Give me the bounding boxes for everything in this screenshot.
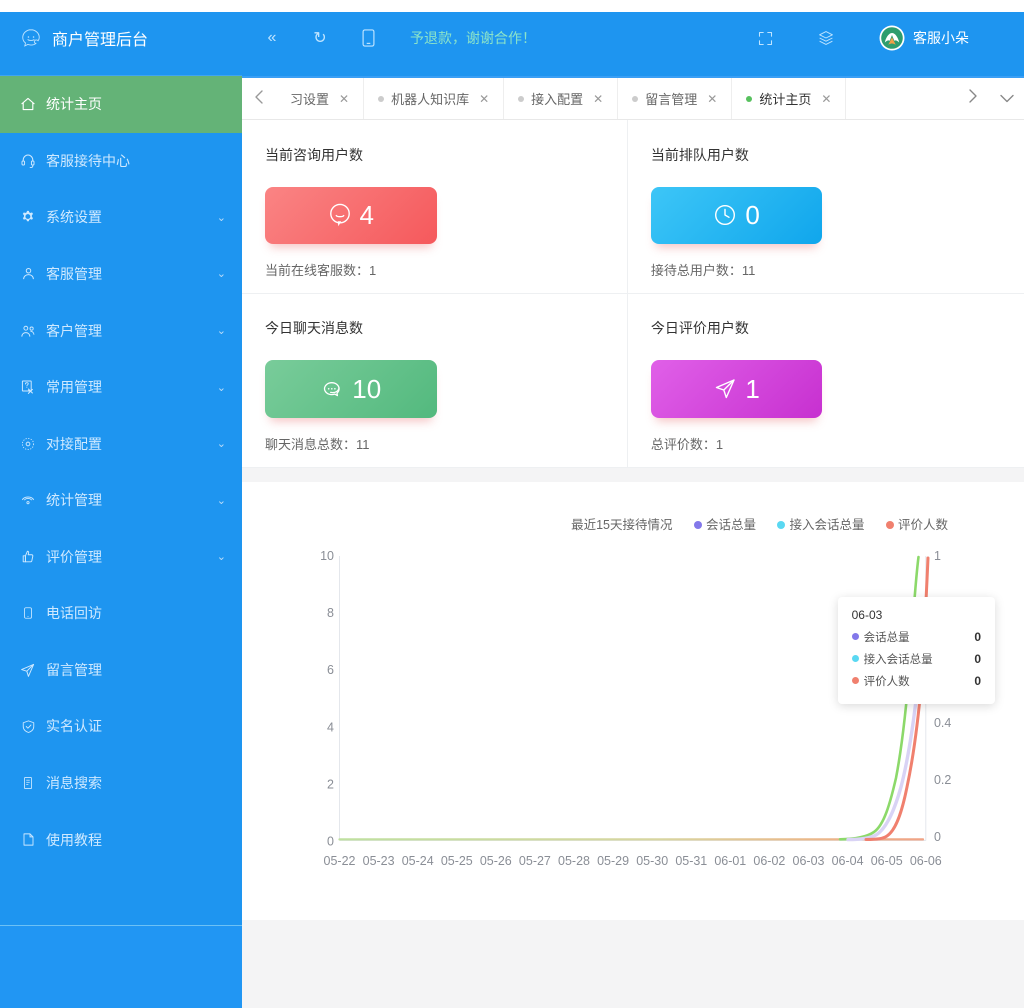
svg-text:05-26: 05-26 <box>480 854 512 868</box>
svg-text:05-24: 05-24 <box>402 854 434 868</box>
svg-text:10: 10 <box>320 549 334 563</box>
svg-text:05-27: 05-27 <box>519 854 551 868</box>
svg-text:05-30: 05-30 <box>636 854 668 868</box>
svg-text:05-31: 05-31 <box>675 854 707 868</box>
svg-text:06-06: 06-06 <box>910 854 942 868</box>
svg-text:0: 0 <box>934 830 941 844</box>
svg-text:1: 1 <box>934 549 941 563</box>
svg-text:06-04: 06-04 <box>832 854 864 868</box>
svg-text:05-25: 05-25 <box>441 854 473 868</box>
svg-text:06-01: 06-01 <box>714 854 746 868</box>
svg-text:05-29: 05-29 <box>597 854 629 868</box>
svg-text:06-02: 06-02 <box>753 854 785 868</box>
svg-text:05-22: 05-22 <box>324 854 356 868</box>
svg-text:0: 0 <box>327 835 334 849</box>
svg-text:05-28: 05-28 <box>558 854 590 868</box>
svg-text:0.4: 0.4 <box>934 716 951 730</box>
svg-text:8: 8 <box>327 606 334 620</box>
svg-text:06-03: 06-03 <box>793 854 825 868</box>
svg-text:05-23: 05-23 <box>363 854 395 868</box>
svg-text:6: 6 <box>327 663 334 677</box>
svg-text:4: 4 <box>327 721 334 735</box>
svg-text:06-05: 06-05 <box>871 854 903 868</box>
svg-text:2: 2 <box>327 778 334 792</box>
svg-text:0.2: 0.2 <box>934 773 951 787</box>
